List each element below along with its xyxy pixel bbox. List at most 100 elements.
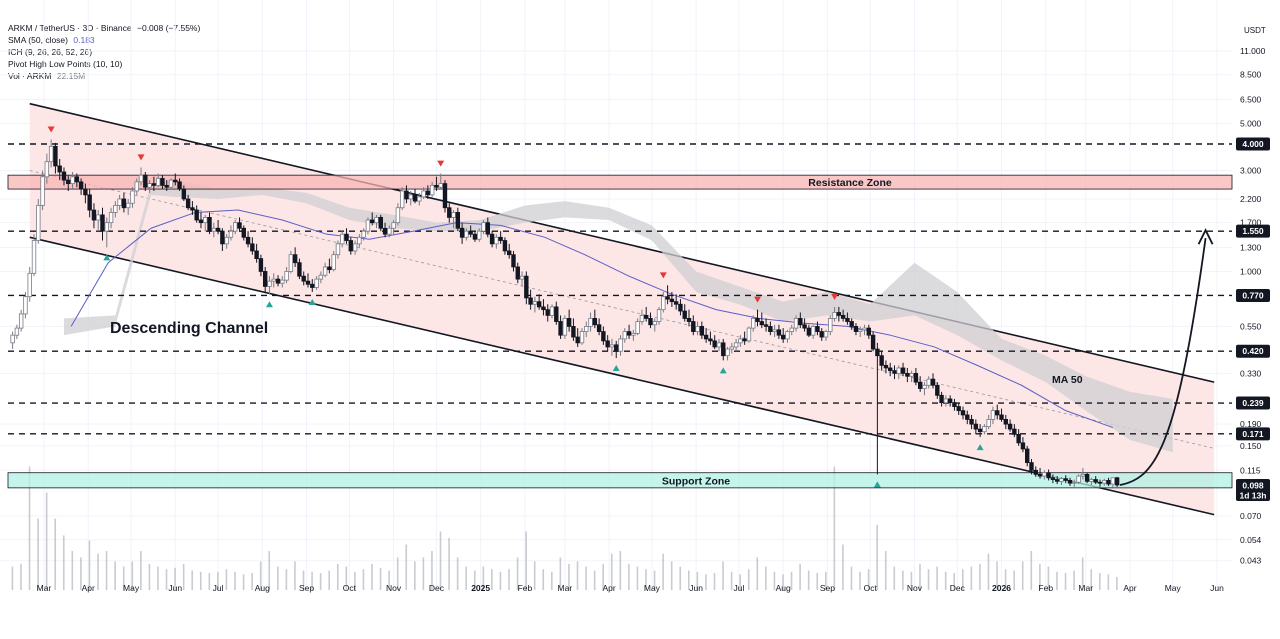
candle: [83, 183, 88, 204]
candle-body: [1097, 481, 1103, 484]
candle-body: [1037, 473, 1043, 477]
candle-body: [96, 214, 101, 221]
volume-bar: [765, 566, 767, 590]
ichimoku-cloud: [63, 180, 1173, 453]
volume-bar: [396, 557, 399, 590]
candle-body: [421, 190, 426, 198]
candle-body: [541, 306, 546, 311]
level-tag-label: 0.171: [1242, 429, 1264, 439]
volume-bar: [54, 518, 57, 590]
candle-body: [1059, 478, 1064, 482]
candle-body: [70, 176, 75, 185]
candle-body: [999, 414, 1004, 420]
candle-body: [27, 272, 32, 298]
candle-body: [896, 367, 901, 374]
candle-body: [198, 219, 204, 224]
candle-body: [926, 378, 931, 386]
volume-bar: [277, 566, 279, 590]
pivot-high-marker: [137, 154, 145, 161]
volume-bar: [576, 561, 579, 590]
candle: [605, 335, 610, 352]
volume-bar: [782, 574, 784, 590]
candle: [185, 194, 191, 211]
support-zone: [7, 472, 1233, 489]
candle-body: [220, 230, 225, 245]
candle: [151, 176, 157, 191]
candle: [1067, 477, 1073, 486]
volume-bar: [790, 571, 793, 590]
volume-bar: [568, 564, 570, 590]
candle-body: [973, 423, 979, 430]
volume-bar: [328, 570, 331, 590]
volume-bar: [199, 571, 202, 590]
candle: [618, 335, 623, 356]
candle-body: [763, 324, 769, 327]
candle: [310, 279, 315, 292]
candle: [622, 328, 627, 343]
volume-bar: [165, 569, 168, 590]
candle-body: [742, 338, 747, 342]
candle: [922, 382, 927, 396]
price-tick-label: 8.500: [1240, 70, 1262, 80]
candle: [973, 419, 979, 435]
candle-body: [913, 372, 919, 383]
candle-body: [344, 233, 349, 241]
candle: [245, 231, 251, 248]
candle: [434, 176, 439, 191]
legend-vol-row: Vol · ARKM 22.15M: [8, 70, 200, 82]
volume-bar: [405, 544, 408, 590]
candle: [596, 318, 602, 336]
candle: [220, 228, 225, 251]
candle: [100, 207, 105, 241]
volume-bar: [662, 553, 664, 590]
candle: [571, 318, 576, 341]
candle: [134, 178, 139, 195]
candle: [412, 189, 418, 204]
candle-body: [840, 314, 846, 319]
time-axis[interactable]: Mar Apr May Jun Jul Aug Sep Oct Nov Dec 2025 Feb Mar…: [37, 583, 1224, 593]
candle-body: [177, 181, 182, 190]
candle-body: [100, 214, 105, 232]
volume-bar: [679, 566, 682, 590]
candle: [125, 198, 131, 215]
candle-body: [224, 236, 229, 245]
candle: [408, 190, 413, 206]
time-tick-label: Aug: [776, 583, 791, 593]
legend-symbol-row: ARKM / TetherUS · 3D · Binance −0.008 (−…: [8, 22, 200, 34]
level-tag: [1236, 427, 1270, 441]
candle: [969, 414, 974, 430]
candle-body: [828, 318, 833, 332]
candle: [459, 222, 465, 244]
candle-body: [1042, 472, 1047, 477]
candle-body: [395, 207, 401, 224]
candle-body: [592, 318, 598, 326]
volume-bar: [1039, 564, 1041, 590]
volume-bar: [670, 561, 673, 590]
volume-bar: [234, 571, 236, 590]
candle: [23, 291, 28, 319]
candle-body: [361, 230, 366, 238]
candle: [297, 258, 302, 280]
sma-50-line: [70, 209, 1113, 429]
time-tick-label: Dec: [950, 583, 966, 593]
price-axis[interactable]: USDT 11.000 8.500 6.500 5.000 3.000 2.200 1.700…: [1236, 26, 1270, 566]
candle: [956, 402, 961, 415]
candle-body: [211, 227, 217, 232]
volume-bar: [773, 571, 776, 590]
pivot-high-marker: [437, 160, 445, 167]
volume-bar: [499, 571, 502, 590]
price-tick-label: 0.150: [1240, 441, 1262, 451]
candle-body: [207, 217, 212, 232]
time-tick-label: May: [644, 583, 661, 593]
channel-mid-line: [29, 170, 1215, 449]
time-tick-label: Jul: [213, 583, 224, 593]
candle-body: [340, 233, 345, 245]
current-price-tag: [1236, 479, 1270, 501]
volume-bar: [542, 569, 545, 590]
candle-body: [755, 318, 760, 322]
price-tick-label: 11.000: [1240, 46, 1266, 56]
legend-vol-value: 22.15M: [56, 71, 86, 81]
candle: [545, 304, 550, 322]
candle: [806, 324, 812, 338]
